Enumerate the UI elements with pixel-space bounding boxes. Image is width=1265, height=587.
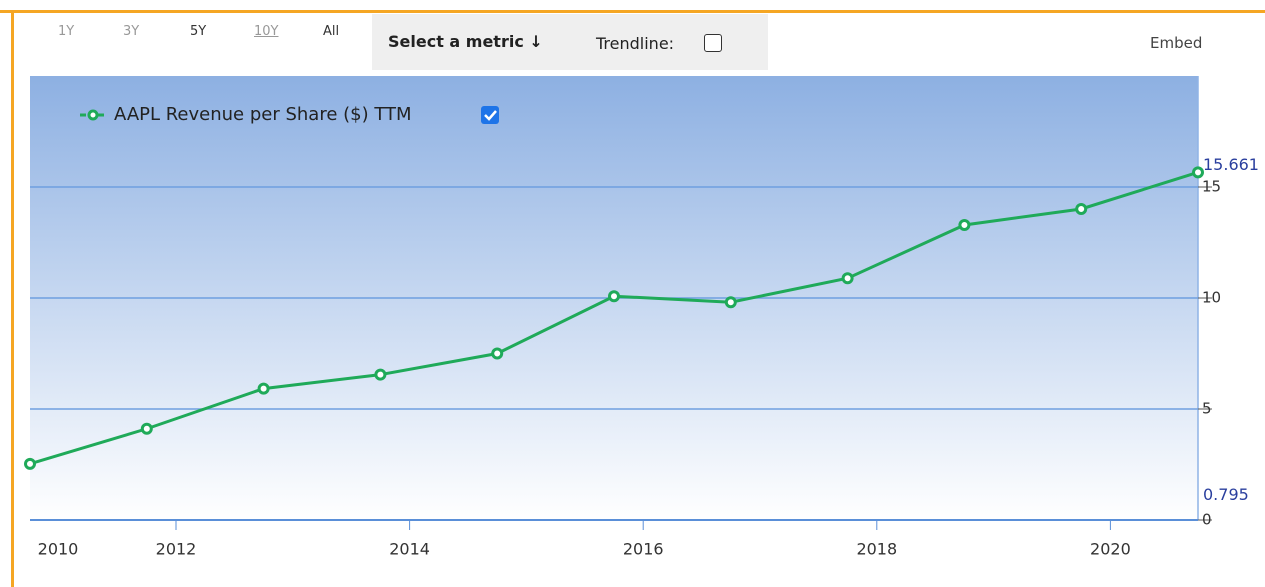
data-point xyxy=(257,382,270,395)
range-button[interactable]: 1Y xyxy=(58,24,75,39)
x-tick-label: 2016 xyxy=(623,540,664,559)
y-tick-label: 10 xyxy=(1202,289,1221,307)
data-point xyxy=(491,347,504,360)
data-point xyxy=(1075,202,1088,215)
x-tick-label: 2014 xyxy=(389,540,430,559)
y-tick-label: 5 xyxy=(1202,400,1212,418)
metric-select[interactable]: Select a metric ↓ xyxy=(388,32,543,51)
value-label: 0.795 xyxy=(1203,485,1249,504)
x-tick-label: 2018 xyxy=(856,540,897,559)
range-button[interactable]: 5Y xyxy=(190,24,207,39)
value-label: 15.661 xyxy=(1203,155,1259,174)
data-point xyxy=(374,368,387,381)
x-tick-label: 2010 xyxy=(38,540,79,559)
check-icon xyxy=(484,110,497,121)
data-point xyxy=(1192,166,1204,179)
range-button[interactable]: All xyxy=(323,24,340,39)
data-point xyxy=(140,422,153,435)
toolbar: Select a metric ↓ Trendline: xyxy=(372,14,768,70)
x-tick-label: 2020 xyxy=(1090,540,1131,559)
trendline-label: Trendline: xyxy=(596,34,675,53)
legend-label: AAPL Revenue per Share ($) TTM xyxy=(114,104,412,125)
data-point xyxy=(958,218,971,231)
range-button[interactable]: 10Y xyxy=(254,24,279,39)
y-tick-label: 0 xyxy=(1202,511,1212,529)
left-border xyxy=(11,10,14,587)
y-tick-label: 15 xyxy=(1202,178,1221,196)
trendline-checkbox[interactable] xyxy=(704,34,722,52)
embed-link[interactable]: Embed xyxy=(1150,34,1203,52)
data-point xyxy=(724,296,737,309)
legend-marker xyxy=(87,109,99,121)
data-point xyxy=(608,290,620,303)
data-point xyxy=(24,457,36,470)
data-point xyxy=(841,272,854,285)
x-tick-label: 2012 xyxy=(156,540,197,559)
legend-checkbox[interactable] xyxy=(481,106,499,124)
range-button[interactable]: 3Y xyxy=(123,24,140,39)
top-border xyxy=(0,10,1265,13)
